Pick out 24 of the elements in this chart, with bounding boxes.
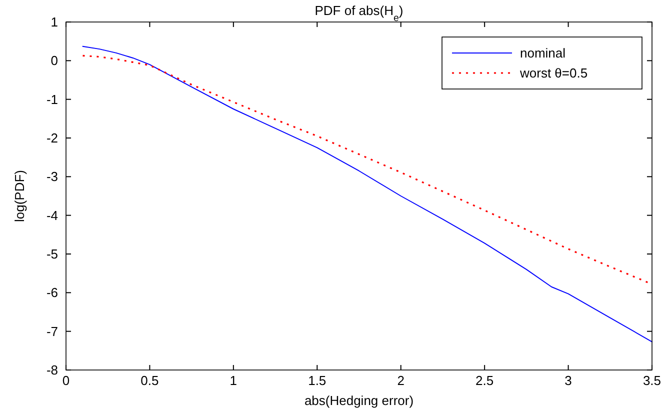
y-tick-label: 1	[50, 14, 58, 30]
y-axis-title: log(PDF)	[12, 170, 27, 222]
y-tick-label: -3	[46, 169, 58, 184]
y-tick-label: -5	[46, 246, 58, 262]
x-axis-title: abs(Hedging error)	[304, 393, 414, 408]
chart-title: PDF of abs(H$_{e}$)	[314, 3, 404, 24]
y-tick-label: -2	[46, 130, 58, 146]
y-tick-label: 0	[50, 53, 58, 68]
x-tick-label: 2.5	[476, 373, 494, 388]
x-tick-label: 1.5	[308, 373, 326, 388]
x-tick-label: 1	[230, 373, 238, 388]
legend-label: worst θ=0.5	[519, 66, 588, 80]
y-tick-label: -4	[46, 208, 58, 223]
line-series	[82, 46, 652, 342]
x-tick-label: 3.5	[642, 373, 662, 388]
x-tick-label: 0.5	[140, 373, 159, 388]
y-tick-label: -7	[46, 324, 58, 339]
x-tick-label: 2	[397, 373, 404, 388]
y-tick-label: -8	[46, 362, 58, 378]
legend-label: nominal	[520, 46, 566, 60]
x-tick-label: 0	[62, 373, 70, 388]
y-tick-label: -1	[46, 92, 58, 107]
x-tick-label: 3	[564, 373, 572, 388]
y-tick-label: -6	[46, 285, 58, 300]
